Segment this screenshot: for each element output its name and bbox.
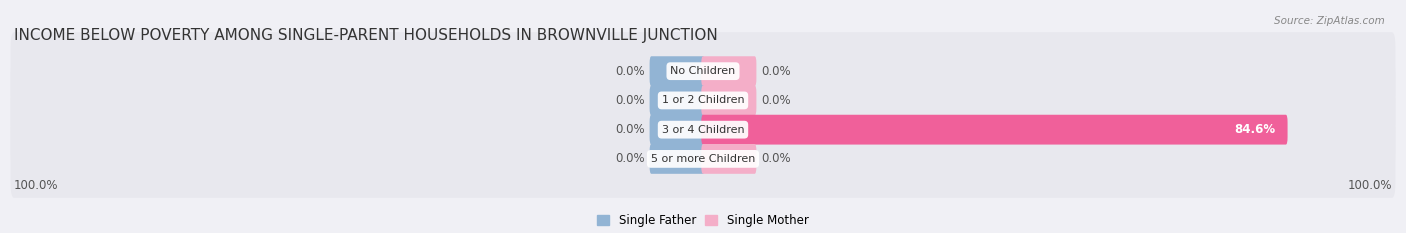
FancyBboxPatch shape <box>11 62 1395 139</box>
FancyBboxPatch shape <box>11 91 1395 169</box>
Text: 1 or 2 Children: 1 or 2 Children <box>662 96 744 105</box>
FancyBboxPatch shape <box>650 56 704 86</box>
FancyBboxPatch shape <box>702 144 756 174</box>
FancyBboxPatch shape <box>702 115 1288 144</box>
Legend: Single Father, Single Mother: Single Father, Single Mother <box>598 214 808 227</box>
FancyBboxPatch shape <box>650 86 704 115</box>
FancyBboxPatch shape <box>11 32 1395 110</box>
FancyBboxPatch shape <box>650 115 704 144</box>
Text: 0.0%: 0.0% <box>614 123 644 136</box>
FancyBboxPatch shape <box>650 144 704 174</box>
Text: 84.6%: 84.6% <box>1234 123 1275 136</box>
FancyBboxPatch shape <box>11 120 1395 198</box>
Text: 100.0%: 100.0% <box>1347 179 1392 192</box>
Text: 0.0%: 0.0% <box>762 152 792 165</box>
Text: 3 or 4 Children: 3 or 4 Children <box>662 125 744 135</box>
Text: 0.0%: 0.0% <box>614 152 644 165</box>
FancyBboxPatch shape <box>702 56 756 86</box>
Text: 5 or more Children: 5 or more Children <box>651 154 755 164</box>
Text: 0.0%: 0.0% <box>614 65 644 78</box>
Text: No Children: No Children <box>671 66 735 76</box>
Text: 100.0%: 100.0% <box>14 179 59 192</box>
FancyBboxPatch shape <box>702 86 756 115</box>
Text: 0.0%: 0.0% <box>614 94 644 107</box>
Text: 0.0%: 0.0% <box>762 65 792 78</box>
Text: Source: ZipAtlas.com: Source: ZipAtlas.com <box>1274 16 1385 26</box>
Text: INCOME BELOW POVERTY AMONG SINGLE-PARENT HOUSEHOLDS IN BROWNVILLE JUNCTION: INCOME BELOW POVERTY AMONG SINGLE-PARENT… <box>14 28 718 43</box>
Text: 0.0%: 0.0% <box>762 94 792 107</box>
